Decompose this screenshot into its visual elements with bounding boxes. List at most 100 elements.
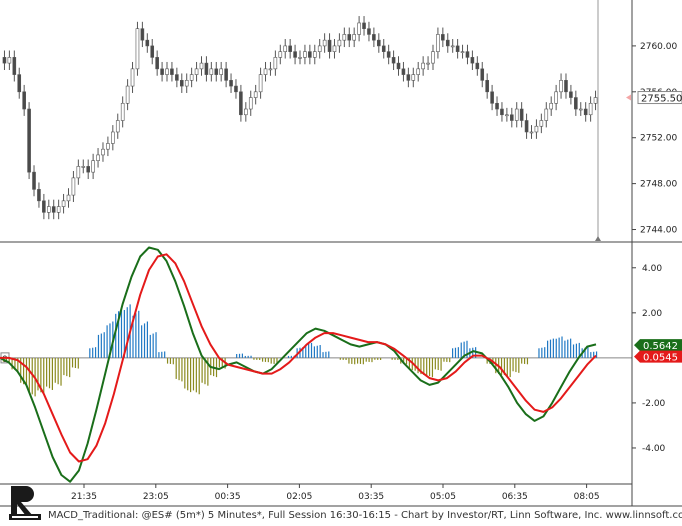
candle-down — [377, 39, 381, 47]
candle — [145, 33, 150, 53]
candle — [505, 107, 509, 122]
candle — [544, 102, 549, 128]
candle — [524, 113, 529, 139]
candle — [593, 90, 598, 111]
candle-down — [293, 51, 297, 58]
candle-up — [505, 114, 509, 117]
candle-up — [258, 74, 263, 93]
candle — [37, 182, 41, 208]
candle-up — [431, 51, 435, 64]
candle — [583, 102, 588, 122]
candle — [401, 61, 406, 82]
candle — [441, 27, 445, 48]
candle — [396, 56, 401, 76]
candle-down — [86, 166, 90, 173]
candle — [283, 39, 288, 59]
candle-down — [367, 28, 371, 35]
candle — [135, 21, 140, 76]
candle-down — [396, 62, 401, 70]
candle-up — [7, 57, 12, 64]
candle — [46, 199, 51, 220]
candle — [569, 84, 573, 105]
candle — [175, 67, 179, 88]
footer-caption: MACD_Traditional: @ES# (5m*) 5 Minutes*,… — [48, 510, 682, 521]
candle — [485, 73, 489, 99]
candle-up — [165, 68, 169, 75]
candle-up — [436, 34, 440, 52]
candle — [199, 56, 204, 76]
time-tick-label: 03:35 — [358, 492, 384, 502]
time-tick-label: 02:05 — [286, 492, 312, 502]
candle — [475, 56, 480, 76]
candle-up — [539, 120, 544, 127]
candle-down — [2, 57, 7, 64]
candle — [170, 61, 174, 82]
candle — [500, 102, 504, 122]
candle — [377, 33, 381, 53]
candle — [140, 21, 145, 48]
candle-up — [71, 177, 76, 196]
candle — [465, 44, 470, 65]
price-tick-label: 2752.00 — [640, 134, 677, 144]
macd-value-tag — [634, 339, 682, 352]
macd-value-label: 0.5642 — [643, 341, 678, 352]
candle — [115, 113, 120, 139]
candle-down — [229, 80, 233, 87]
candle-up — [273, 57, 278, 70]
candle-down — [204, 62, 209, 75]
candle-up — [303, 51, 307, 58]
time-tick-label: 21:35 — [71, 492, 97, 502]
candle-down — [485, 80, 489, 93]
candle — [352, 27, 356, 48]
candle — [519, 102, 524, 128]
candle-up — [514, 108, 519, 121]
candle — [303, 44, 307, 65]
candle-up — [115, 120, 120, 133]
candle — [308, 44, 312, 65]
chart-footer: MACD_Traditional: @ES# (5m*) 5 Minutes*,… — [0, 507, 682, 524]
candle — [381, 39, 386, 59]
candle-up — [588, 102, 593, 116]
candle — [120, 96, 125, 128]
candle — [342, 27, 347, 48]
candle-down — [470, 57, 475, 64]
candle-up — [426, 62, 430, 65]
candle-up — [66, 194, 71, 202]
candle-up — [298, 57, 302, 59]
candle — [91, 153, 95, 180]
candle — [101, 142, 105, 162]
candle — [229, 73, 233, 93]
time-tick-label: 08:05 — [574, 492, 600, 502]
candle — [480, 61, 485, 88]
last-price-label: 2755.50 — [641, 94, 682, 105]
candle-down — [455, 45, 460, 52]
candle-down — [401, 68, 406, 75]
candle-up — [322, 39, 327, 47]
candle-down — [32, 171, 36, 190]
candle — [189, 67, 194, 88]
candle — [268, 61, 273, 76]
macd-tick-label: -2.00 — [642, 399, 666, 409]
candle-down — [175, 74, 179, 81]
candle — [411, 67, 416, 88]
candle-up — [184, 80, 189, 87]
candle-down — [12, 57, 17, 75]
candle — [160, 61, 164, 82]
candle — [362, 16, 366, 36]
candle — [263, 61, 268, 82]
candle-up — [76, 166, 81, 179]
candle-down — [372, 34, 376, 41]
candle-up — [534, 125, 539, 133]
candle-up — [111, 131, 115, 144]
candle — [150, 39, 155, 65]
candle-up — [554, 91, 558, 104]
candle — [386, 44, 391, 65]
candle-down — [519, 108, 524, 121]
candle-down — [214, 68, 219, 75]
candle — [510, 107, 514, 128]
candle-up — [352, 34, 356, 41]
candle-down — [500, 108, 504, 116]
candle-up — [56, 206, 61, 213]
candle — [2, 50, 7, 71]
candle-down — [51, 206, 56, 213]
